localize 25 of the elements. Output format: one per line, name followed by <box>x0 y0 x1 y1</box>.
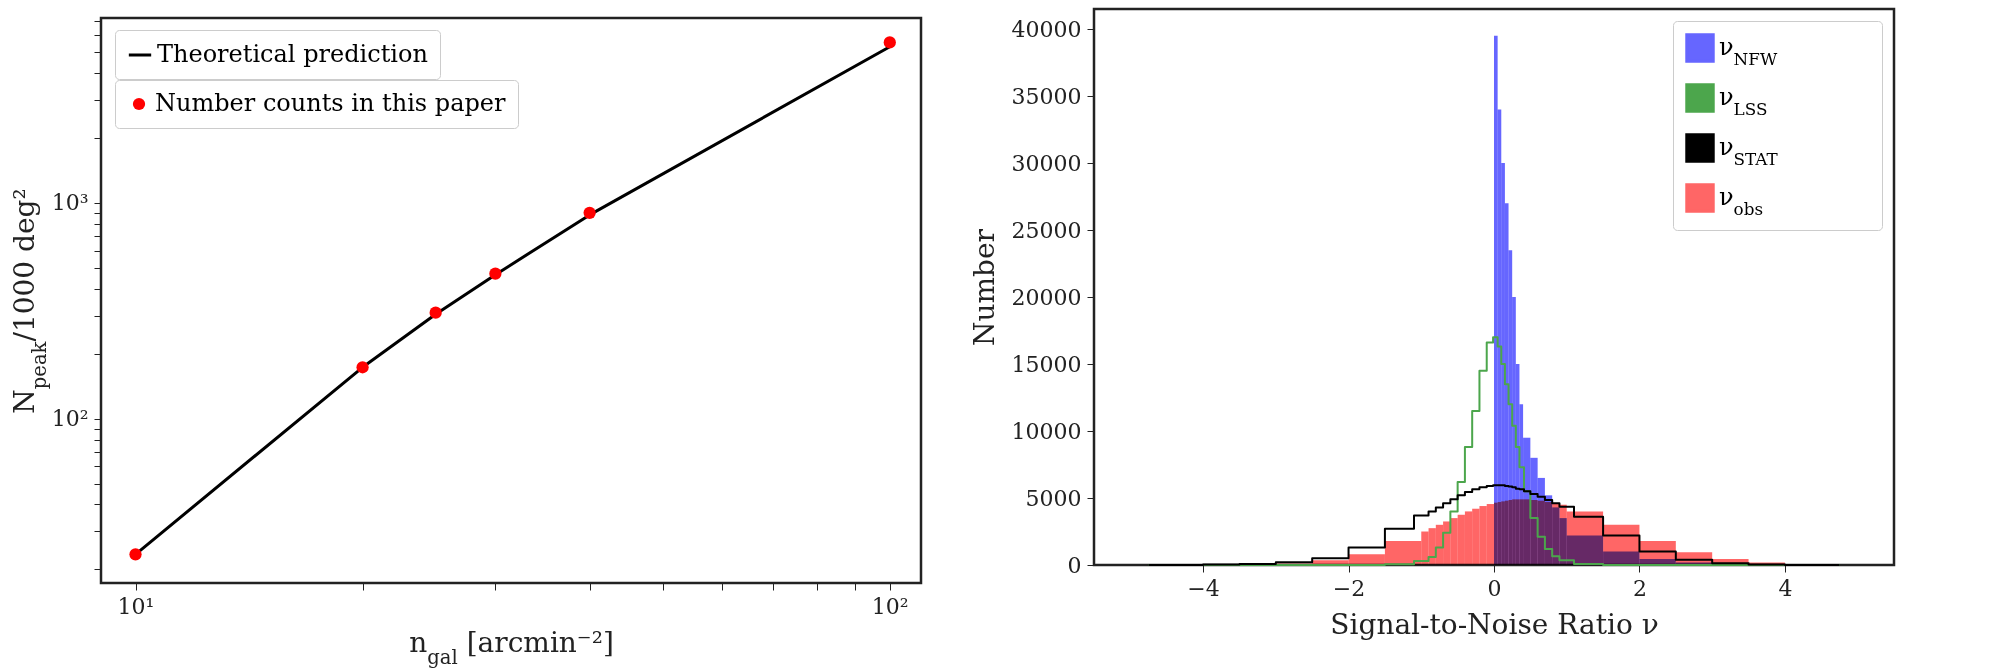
legend-label: Number counts in this paper <box>155 89 506 117</box>
x-tick-label: 4 <box>1778 575 1793 601</box>
x-axis-title: n$_{gal}$ [arcmin⁻²] <box>409 625 614 668</box>
x-axis-title: Signal-to-Noise Ratio ν <box>1330 607 1659 641</box>
y-tick-label: 20000 <box>1011 284 1082 310</box>
x-tick-label: −2 <box>1332 575 1366 601</box>
legend-label: Theoretical prediction <box>157 40 428 68</box>
x-tick-label: −4 <box>1187 575 1220 601</box>
legend-label: ν$_{LSS}$ <box>1719 83 1768 119</box>
y-tick-label: 30000 <box>1011 150 1082 176</box>
y-tick-label: 10000 <box>1011 418 1082 444</box>
legend-label: ν$_{STAT}$ <box>1719 133 1779 169</box>
legend-label: ν$_{obs}$ <box>1719 183 1764 219</box>
y-tick-label: 40000 <box>1011 16 1082 42</box>
y-tick-label: 5000 <box>1025 485 1082 511</box>
y-tick-label: 15000 <box>1011 351 1082 377</box>
x-tick-label: 0 <box>1487 575 1502 601</box>
x-tick-label: 2 <box>1632 575 1647 601</box>
y-tick-label: 25000 <box>1011 217 1082 243</box>
y-tick-label: 10³ <box>51 190 89 216</box>
legend-label: ν$_{NFW}$ <box>1719 33 1778 69</box>
x-tick-label: 10¹ <box>117 593 155 619</box>
y-tick-label: 0 <box>1067 552 1082 578</box>
y-tick-label: 35000 <box>1011 83 1082 109</box>
y-axis-title: Number <box>967 228 1001 346</box>
